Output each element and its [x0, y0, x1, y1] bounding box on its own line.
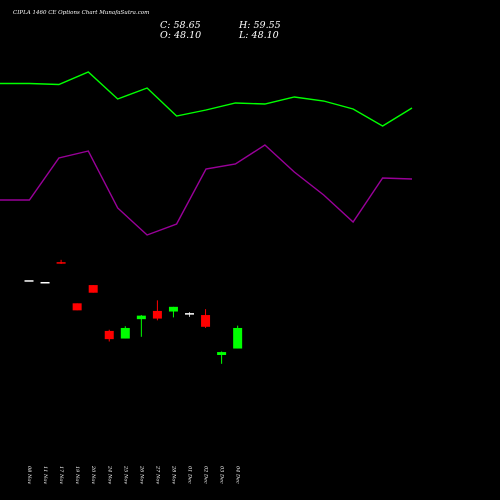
x-axis-ticks: 08 Nov 11 Nov 17 Nov 19 Nov 20 Nov 24 Nov 25 N… — [26, 465, 241, 484]
x-tick-label: 26 Nov — [138, 465, 144, 484]
high-value: H: 59.55 — [238, 20, 281, 31]
x-tick-label: 19 Nov — [74, 466, 80, 484]
lower-line — [0, 144, 413, 236]
x-tick-label: 17 Nov — [58, 466, 64, 484]
candle-body — [217, 352, 227, 355]
x-tick-label: 02 Dec — [203, 466, 209, 484]
candle-body — [185, 313, 194, 315]
indicator-lines — [0, 71, 413, 236]
x-tick-label: 08 Nov — [26, 466, 32, 484]
upper-line — [0, 71, 413, 127]
candle-body — [72, 303, 82, 311]
candle-body — [104, 330, 114, 340]
x-tick-label: 24 Nov — [106, 465, 112, 484]
candle-body — [40, 281, 50, 284]
low-value: L: 48.10 — [238, 30, 279, 41]
x-tick-label: 01 Dec — [187, 466, 193, 484]
x-tick-label: 27 Nov — [154, 465, 160, 484]
candle-body — [201, 315, 211, 327]
x-tick-label: 25 Nov — [122, 465, 128, 484]
x-tick-label: 03 Dec — [219, 466, 225, 484]
x-tick-label: 11 Nov — [42, 466, 48, 484]
x-tick-label: 28 Nov — [170, 465, 176, 484]
candle-body — [233, 327, 243, 349]
candle-body — [120, 327, 130, 339]
open-value: O: 48.10 — [160, 30, 201, 41]
chart-title: CIPLA 1460 CE Options Chart MunafaSutra.… — [13, 10, 149, 16]
candle-body — [168, 306, 178, 312]
candle-body — [56, 262, 66, 264]
close-value: C: 58.65 — [160, 20, 201, 31]
candle-body — [152, 310, 162, 319]
x-tick-label: 20 Nov — [90, 465, 96, 484]
candle-body — [88, 285, 98, 293]
candle-body — [24, 280, 34, 282]
candles — [24, 259, 243, 364]
x-tick-label: 04 Dec — [235, 466, 241, 484]
candle-body — [136, 315, 146, 320]
